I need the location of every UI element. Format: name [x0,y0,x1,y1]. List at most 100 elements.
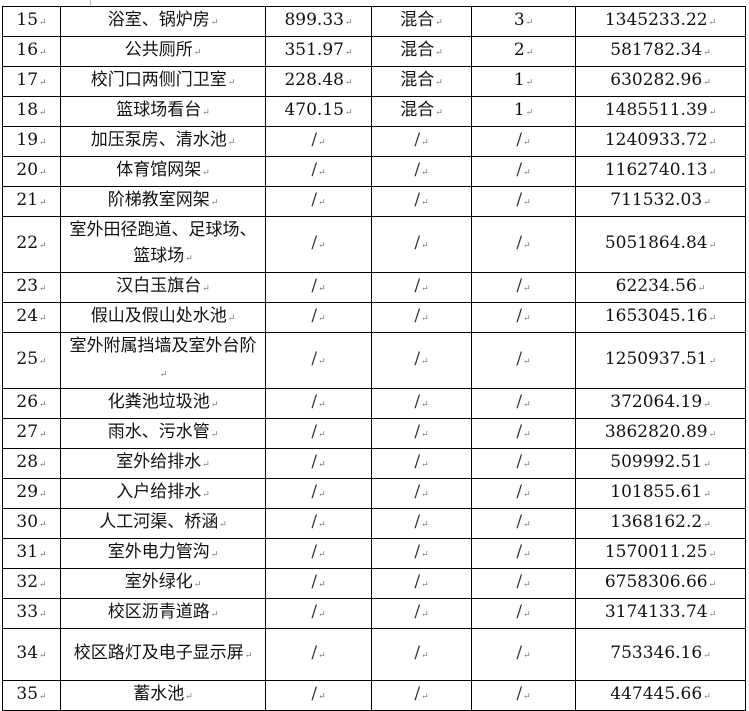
paragraph-mark-icon: ↵ [39,18,47,28]
cell-area: /↵ [265,448,372,479]
paragraph-mark-icon: ↵ [210,610,219,620]
cell-value: 711532.03↵ [575,186,746,217]
paragraph-mark-icon: ↵ [202,108,210,118]
paragraph-mark-icon: ↵ [703,460,711,470]
paragraph-mark-icon: ↵ [523,284,531,294]
cell-area: /↵ [265,388,372,419]
paragraph-mark-icon: ↵ [703,520,711,530]
paragraph-mark-icon: ↵ [318,284,326,294]
cell-floors: 1↵ [471,66,576,97]
cell-text: 1 [513,100,525,120]
cell-name: 浴室、锅炉房↵ [60,6,266,37]
cell-text: / [516,422,523,442]
cell-text: 假山及假山处水池 [90,306,227,326]
cell-floors: /↵ [471,628,576,681]
cell-name: 室外电力管沟↵ [60,538,266,569]
cell-structure: 混合↵ [371,96,472,127]
paragraph-mark-icon: ↵ [523,314,531,324]
paragraph-mark-icon: ↵ [523,241,531,251]
cell-text: 28 [16,452,39,472]
cell-floors: /↵ [471,126,576,157]
cell-text: 1345233.22 [604,10,708,30]
paragraph-mark-icon: ↵ [202,284,210,294]
cell-text: / [414,190,421,210]
cell-no: 31↵ [2,538,61,569]
cell-text: 校区路灯及电子显示屏 [73,643,244,663]
paragraph-mark-icon: ↵ [421,490,429,500]
cell-text: 447445.66 [610,684,703,704]
paragraph-mark-icon: ↵ [523,357,531,367]
paragraph-mark-icon: ↵ [318,168,326,178]
cell-name: 蓄水池↵ [60,680,266,711]
cell-text: / [414,684,421,704]
cell-value: 1345233.22↵ [575,6,746,37]
cell-value: 581782.34↵ [575,36,746,67]
cell-text: 630282.96 [610,70,703,90]
paragraph-mark-icon: ↵ [421,460,429,470]
table-row: 33↵ 校区沥青道路↵/↵/↵/↵ 3174133.74↵ [2,598,746,629]
table-row: 17↵ 校门口两侧门卫室↵ 228.48↵ 混合↵ 1↵ 630282.96↵ [2,66,746,97]
cell-name: 入户给排水↵ [60,478,266,509]
cell-text: 33 [16,602,39,622]
cell-name: 篮球场看台↵ [60,96,266,127]
cell-area: /↵ [265,478,372,509]
paragraph-mark-icon: ↵ [708,430,717,440]
cell-text: / [516,160,523,180]
page-margin-marker [90,0,91,6]
cell-structure: /↵ [371,388,472,419]
cell-text: 室外田径跑道、足球场、篮球场 [69,220,257,266]
cell-text: 3 [513,10,525,30]
cell-text: 1240933.72 [604,130,708,150]
cell-text: 室外绿化 [124,572,193,592]
cell-text: / [414,512,421,532]
paragraph-mark-icon: ↵ [703,692,711,702]
asset-table: 15↵ 浴室、锅炉房↵ 899.33↵ 混合↵ 3↵ 1345233.22↵ 16↵ 公共厕所… [2,6,746,711]
paragraph-mark-icon: ↵ [708,580,717,590]
cell-floors: /↵ [471,332,576,389]
cell-text: 1162740.13 [604,160,708,180]
cell-value: 630282.96↵ [575,66,746,97]
paragraph-mark-icon: ↵ [703,400,711,410]
cell-name: 室外给排水↵ [60,448,266,479]
cell-no: 20↵ [2,156,61,187]
cell-text: 31 [16,542,39,562]
table-row: 29↵ 入户给排水↵/↵/↵/↵ 101855.61↵ [2,478,746,509]
cell-name: 假山及假山处水池↵ [60,302,266,333]
paragraph-mark-icon: ↵ [708,18,717,28]
cell-value: 101855.61↵ [575,478,746,509]
paragraph-mark-icon: ↵ [244,651,253,661]
paragraph-mark-icon: ↵ [39,108,47,118]
paragraph-mark-icon: ↵ [421,580,429,590]
paragraph-mark-icon: ↵ [39,78,47,88]
paragraph-mark-icon: ↵ [210,198,219,208]
paragraph-mark-icon: ↵ [185,254,193,264]
cell-structure: /↵ [371,126,472,157]
paragraph-mark-icon: ↵ [202,490,210,500]
cell-name: 阶梯教室网架↵ [60,186,266,217]
paragraph-mark-icon: ↵ [39,241,47,251]
paragraph-mark-icon: ↵ [318,430,326,440]
cell-text: 34 [16,643,39,663]
paragraph-mark-icon: ↵ [318,610,326,620]
cell-text: / [311,160,318,180]
cell-floors: 2↵ [471,36,576,67]
paragraph-mark-icon: ↵ [421,198,429,208]
cell-area: /↵ [265,302,372,333]
paragraph-mark-icon: ↵ [202,460,210,470]
paragraph-mark-icon: ↵ [210,430,219,440]
paragraph-mark-icon: ↵ [435,18,443,28]
table-row: 22↵ 室外田径跑道、足球场、篮球场↵/↵/↵/↵ 5051864.84↵ [2,216,746,273]
cell-text: / [414,452,421,472]
cell-text: 体育馆网架 [116,160,202,180]
paragraph-mark-icon: ↵ [344,108,353,118]
cell-floors: /↵ [471,216,576,273]
cell-text: / [414,160,421,180]
cell-text: / [516,233,523,253]
cell-value: 1653045.16↵ [575,302,746,333]
cell-text: 22 [16,233,39,253]
paragraph-mark-icon: ↵ [523,550,531,560]
cell-name: 雨水、污水管↵ [60,418,266,449]
paragraph-mark-icon: ↵ [703,198,711,208]
cell-no: 21↵ [2,186,61,217]
paragraph-mark-icon: ↵ [39,692,47,702]
